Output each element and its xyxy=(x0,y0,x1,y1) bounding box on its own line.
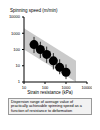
svg-text:100: 100 xyxy=(13,47,20,52)
svg-text:1000: 1000 xyxy=(11,31,21,36)
svg-text:10: 10 xyxy=(16,63,21,68)
html-text:Strain resistance (kPa): Strain resistance (kPa) xyxy=(27,90,73,95)
html-text:Spinning speed (m/min): Spinning speed (m/min) xyxy=(10,8,58,13)
svg-text:1000: 1000 xyxy=(62,85,72,90)
svg-text:100: 100 xyxy=(42,85,49,90)
svg-text:10000: 10000 xyxy=(81,85,92,90)
html-text:Dispersion range of average va: Dispersion range of average value of pra… xyxy=(11,100,82,113)
svg-text:10000: 10000 xyxy=(9,14,21,19)
svg-text:1: 1 xyxy=(18,79,21,84)
svg-text:10: 10 xyxy=(22,85,27,90)
